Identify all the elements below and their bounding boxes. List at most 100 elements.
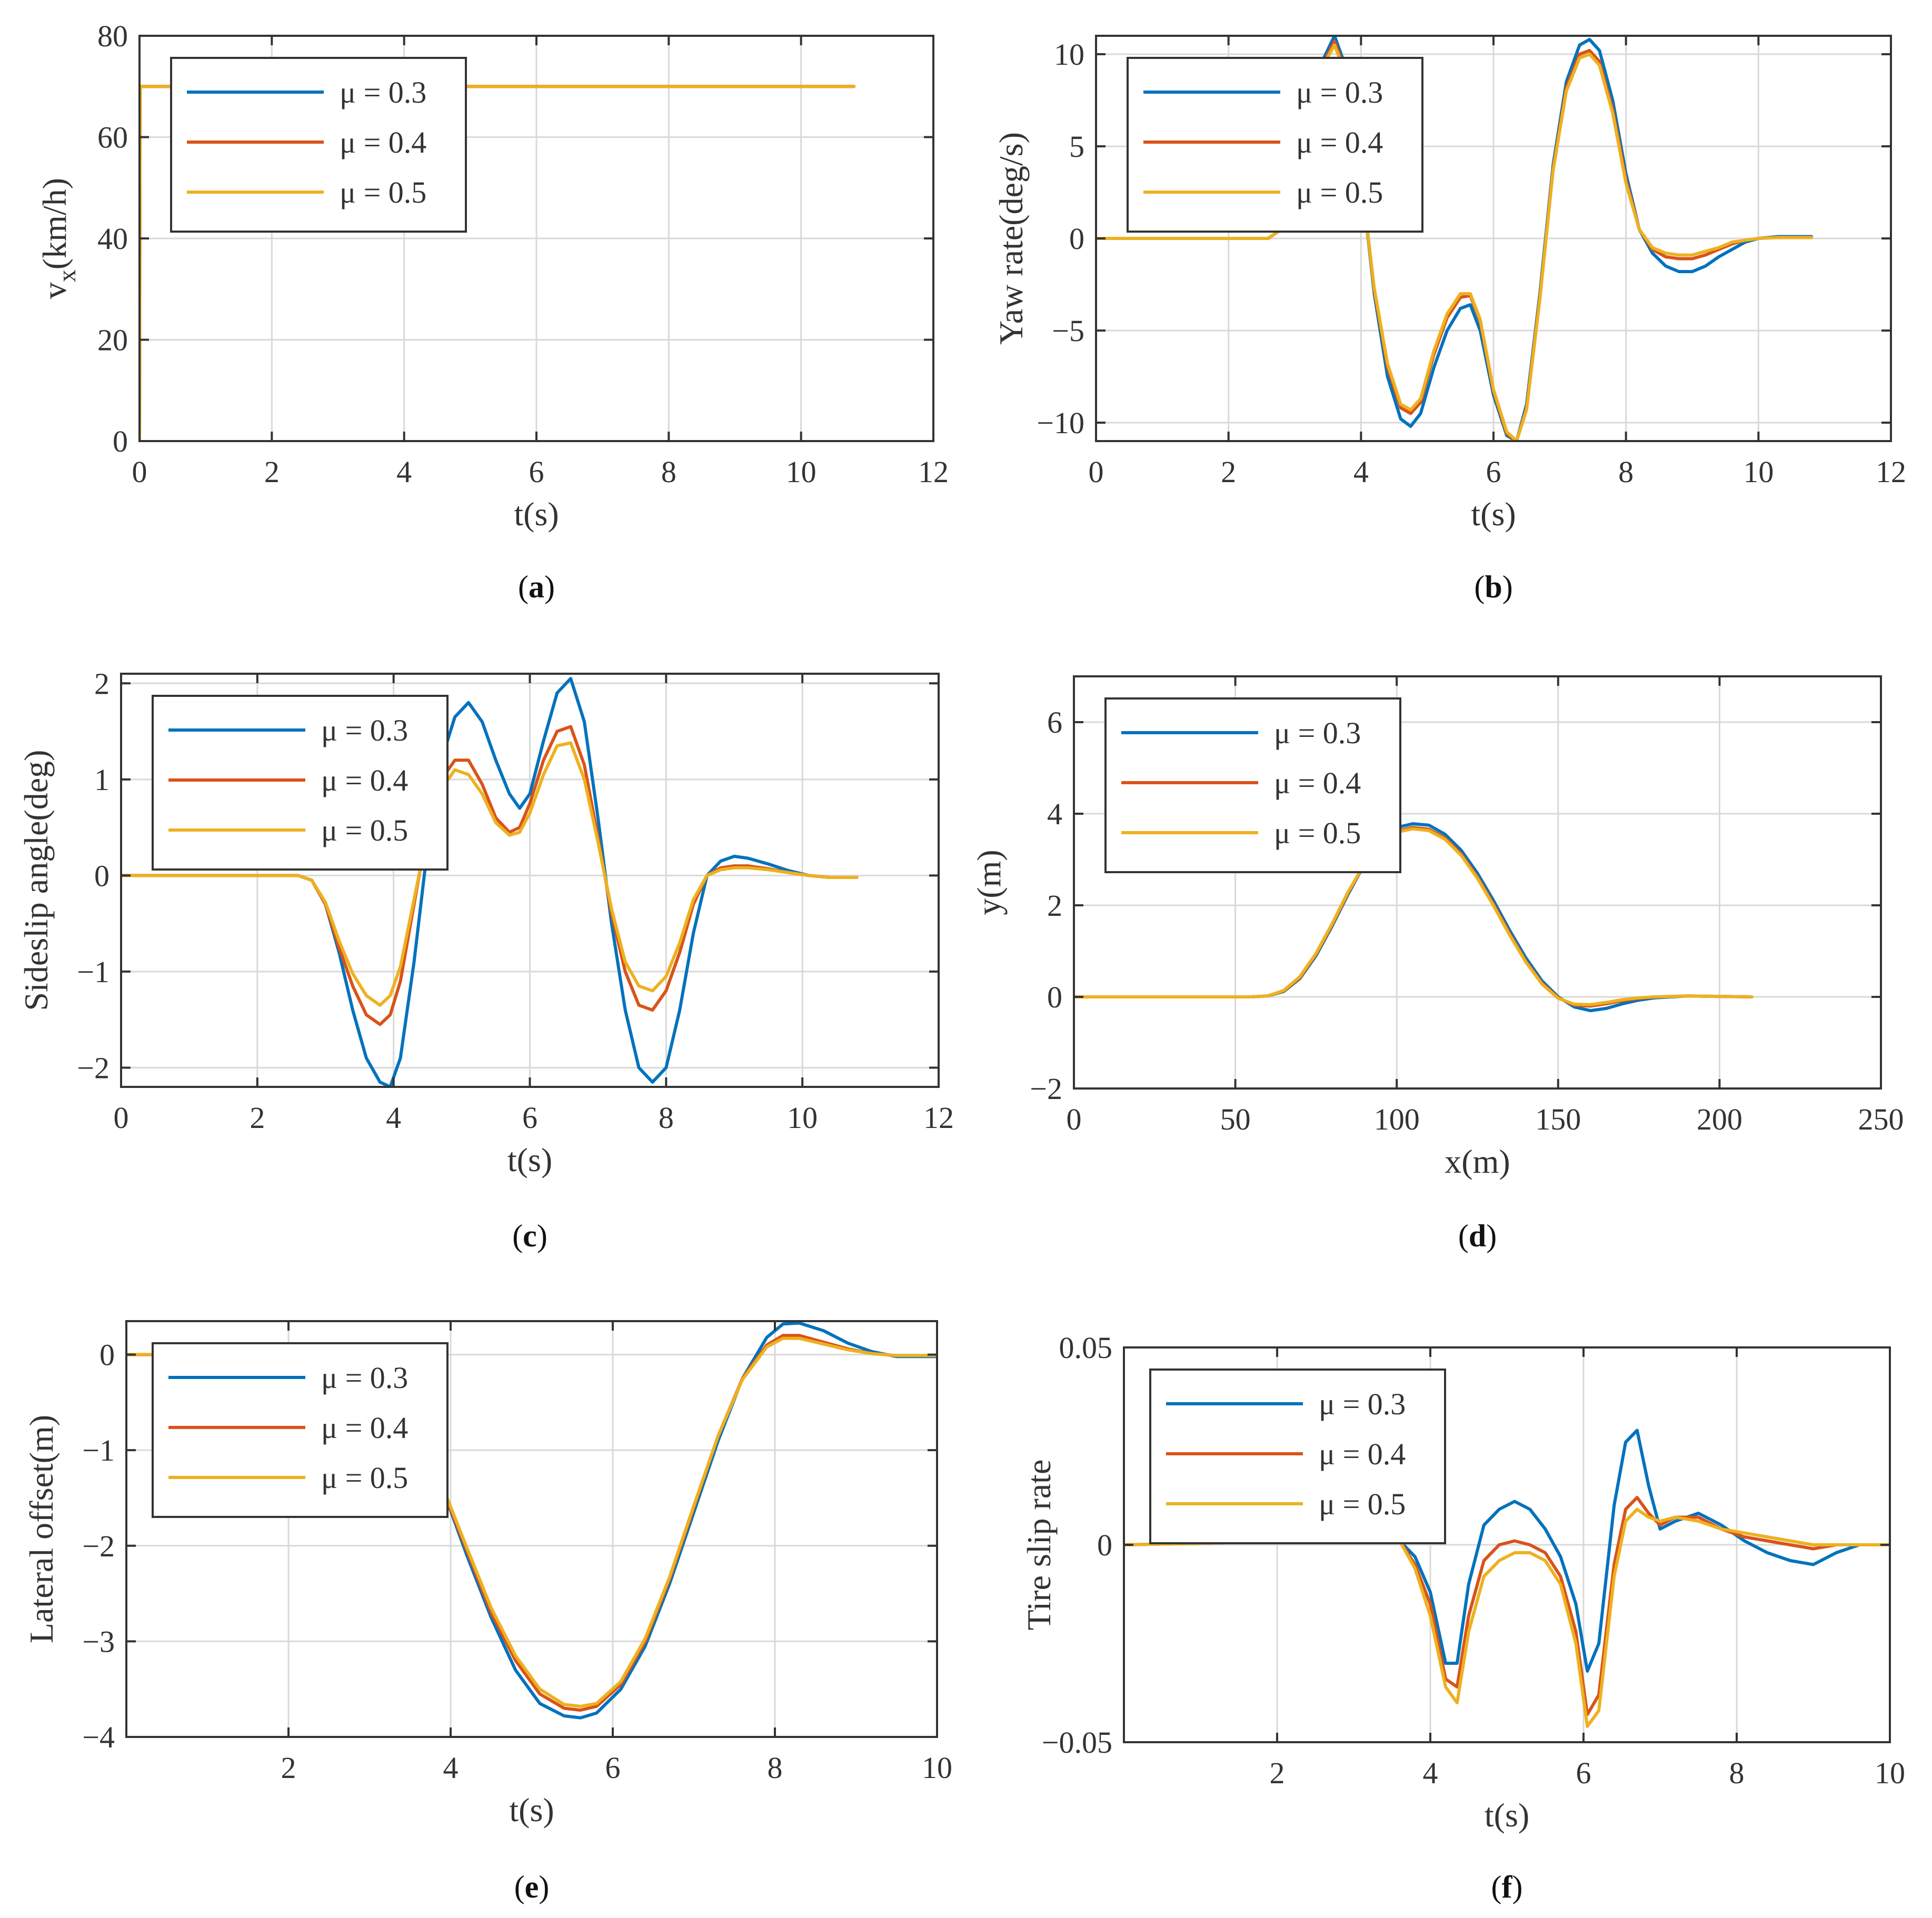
x-tick-label: 150	[1535, 1102, 1581, 1136]
y-tick-label: 2	[1047, 888, 1062, 923]
y-tick-label: −2	[1030, 1072, 1062, 1106]
legend-box	[1149, 1368, 1446, 1544]
x-tick-label: 8	[661, 455, 676, 489]
x-axis-label: t(s)	[507, 1141, 552, 1178]
series-group	[121, 677, 859, 1087]
legend: μ = 0.3 μ = 0.4 μ = 0.5	[170, 57, 467, 233]
x-tick-label: 6	[529, 455, 544, 489]
y-tick-label: −1	[82, 1433, 115, 1467]
y-tick-label: −2	[77, 1051, 109, 1085]
legend-label-1: μ = 0.3	[1319, 1387, 1406, 1421]
x-tick-label: 12	[1876, 455, 1906, 489]
y-axis-label: Tire slip rate	[1020, 1460, 1058, 1631]
x-tick-label: 4	[1423, 1756, 1438, 1790]
x-tick-label: 6	[605, 1751, 621, 1785]
y-tick-label: 0	[1069, 222, 1084, 256]
legend-label-2: μ = 0.4	[1274, 766, 1361, 800]
legend-label-2: μ = 0.4	[1296, 125, 1383, 159]
x-tick-label: 10	[922, 1751, 952, 1785]
chart-panel-f: 2 4 6 8 10 −0.05 0 0.05 t(s) Tire slip rate μ = 0.…	[1020, 1331, 1905, 1904]
x-axis-label: t(s)	[509, 1791, 554, 1829]
y-axis-label: y(m)	[970, 850, 1008, 915]
y-tick-label: 0	[99, 1338, 115, 1372]
y-tick-label: 0	[1047, 980, 1062, 1014]
x-tick-label: 0	[1089, 455, 1104, 489]
series-line-1	[121, 677, 859, 1087]
y-tick-label: 40	[97, 222, 128, 256]
y-tick-label: −5	[1052, 314, 1084, 348]
y-tick-label: 20	[97, 323, 128, 357]
legend-label-1: μ = 0.3	[1274, 716, 1361, 750]
legend: μ = 0.3 μ = 0.4 μ = 0.5	[1104, 697, 1401, 873]
y-axis-label: Yaw rate(deg/s)	[992, 132, 1030, 345]
legend-label-1: μ = 0.3	[321, 1361, 408, 1395]
x-tick-label: 250	[1858, 1102, 1904, 1136]
y-tick-label: 60	[97, 121, 128, 155]
y-tick-label: 5	[1069, 129, 1084, 164]
series-group	[1074, 822, 1754, 1013]
x-axis-label: t(s)	[1485, 1796, 1529, 1834]
y-tick-label: 10	[1054, 37, 1084, 72]
legend-label-3: μ = 0.5	[340, 175, 426, 209]
legend: μ = 0.3 μ = 0.4 μ = 0.5	[152, 695, 449, 871]
x-tick-label: 8	[768, 1751, 783, 1785]
x-tick-label: 50	[1220, 1102, 1251, 1136]
plot-frame	[1073, 675, 1882, 1090]
x-axis-label: t(s)	[514, 495, 559, 533]
legend-label-1: μ = 0.3	[340, 75, 426, 109]
y-tick-label: 0.05	[1059, 1331, 1113, 1365]
chart-panel-b: 0 2 4 6 8 10 12 −10 −5 0 5 10 t(s) Yaw rate(deg/s) μ =…	[992, 35, 1906, 604]
y-tick-label: −10	[1037, 406, 1084, 440]
x-tick-label: 4	[396, 455, 412, 489]
x-tick-label: 10	[1875, 1756, 1905, 1790]
y-axis-label: Sideslip angle(deg)	[17, 750, 55, 1011]
y-tick-label: 0	[94, 858, 109, 893]
x-tick-label: 2	[264, 455, 280, 489]
y-tick-label: 0	[1097, 1528, 1112, 1562]
legend-label-3: μ = 0.5	[321, 1461, 408, 1495]
y-tick-label: −1	[77, 955, 109, 989]
x-tick-label: 100	[1374, 1102, 1420, 1136]
legend-label-2: μ = 0.4	[321, 1411, 408, 1445]
y-tick-label: 4	[1047, 797, 1062, 831]
x-tick-label: 10	[1743, 455, 1774, 489]
legend-box	[1104, 697, 1401, 873]
x-tick-label: 0	[114, 1101, 129, 1135]
legend: μ = 0.3 μ = 0.4 μ = 0.5	[1149, 1368, 1446, 1544]
series-line-2	[121, 725, 859, 1026]
legend-box	[170, 57, 467, 233]
y-axis-label: Lateral offset(m)	[23, 1415, 60, 1643]
legend-label-3: μ = 0.5	[1296, 175, 1383, 209]
panel-caption: (f)	[1491, 1870, 1523, 1904]
x-tick-label: 0	[132, 455, 147, 489]
panel-caption: (c)	[512, 1218, 547, 1253]
x-tick-label: 4	[1353, 455, 1369, 489]
x-tick-label: 8	[659, 1101, 674, 1135]
y-axis-label: vx(km/h)	[36, 178, 81, 299]
y-tick-label: 80	[97, 19, 128, 53]
legend-label-1: μ = 0.3	[321, 713, 408, 747]
x-axis-label: t(s)	[1471, 495, 1516, 533]
legend-label-3: μ = 0.5	[321, 813, 408, 847]
legend: μ = 0.3 μ = 0.4 μ = 0.5	[1127, 57, 1423, 233]
x-tick-label: 200	[1697, 1102, 1742, 1136]
x-tick-label: 8	[1729, 1756, 1745, 1790]
panel-caption: (b)	[1474, 570, 1512, 604]
y-tick-label: −4	[82, 1720, 115, 1754]
x-tick-label: 4	[386, 1101, 401, 1135]
series-line-3	[121, 741, 859, 1007]
x-tick-label: 12	[923, 1101, 954, 1135]
chart-panel-e: 2 4 6 8 10 −4 −3 −2 −1 0 t(s) Lateral offset(m) μ = …	[23, 1320, 952, 1904]
y-tick-label: 0	[113, 424, 128, 458]
legend-box	[152, 1342, 449, 1518]
legend-label-2: μ = 0.4	[1319, 1437, 1406, 1471]
panel-caption: (a)	[518, 570, 555, 604]
series-line-3	[1074, 827, 1754, 1006]
x-tick-label: 2	[1221, 455, 1236, 489]
x-axis-label: x(m)	[1445, 1143, 1510, 1180]
x-tick-label: 4	[443, 1751, 459, 1785]
x-tick-label: 2	[250, 1101, 265, 1135]
